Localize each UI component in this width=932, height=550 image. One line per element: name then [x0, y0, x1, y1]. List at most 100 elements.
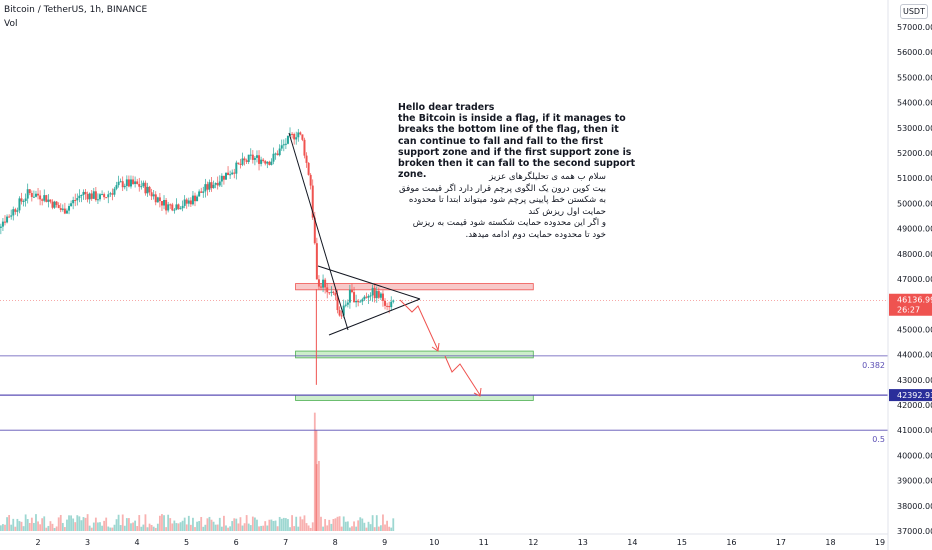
candle-body [392, 300, 395, 302]
candle-body [3, 221, 6, 223]
candle-body [90, 193, 93, 199]
zone-resistance[interactable] [295, 283, 534, 291]
symbol-title[interactable]: Bitcoin / TetherUS, 1h, BINANCE [4, 5, 148, 15]
volume-bar [235, 518, 238, 531]
candle-body [357, 300, 360, 303]
level-price-tag [889, 389, 932, 402]
candle-body [125, 179, 128, 186]
candle-body [59, 208, 62, 210]
candle-body [34, 193, 37, 197]
volume-bar [200, 516, 203, 531]
candle-body [381, 293, 384, 301]
volume-bar [245, 515, 248, 531]
candle-body [72, 199, 75, 204]
x-tick-label: 4 [135, 538, 140, 547]
volume-bar [37, 521, 39, 531]
candle-body [295, 137, 298, 140]
candle-body [293, 134, 296, 140]
volume-bar [161, 514, 163, 531]
volume-bar [175, 523, 178, 531]
candle-body [196, 196, 199, 202]
volume-bar [225, 525, 227, 531]
volume-bar [24, 514, 27, 531]
volume-bar [173, 520, 176, 531]
zone-support-1[interactable] [295, 350, 534, 359]
candle-body [332, 291, 335, 294]
candle-body [24, 198, 27, 201]
volume-bar [303, 515, 306, 531]
currency-button[interactable]: USDT [900, 4, 928, 19]
volume-bar [365, 527, 368, 531]
volume-bar [33, 522, 35, 531]
volume-bar [177, 523, 180, 531]
candle-body [136, 181, 139, 184]
candle-body [266, 161, 269, 164]
volume-bar [278, 516, 281, 531]
candle-body [22, 200, 25, 202]
candle-body [61, 208, 64, 210]
candle-body [20, 198, 23, 202]
volume-bar [342, 516, 345, 531]
y-tick-label: 47000.00 [897, 275, 932, 284]
candle-body [65, 210, 68, 214]
candle-body [18, 198, 21, 211]
volume-bar [187, 515, 190, 531]
candle-body [107, 194, 110, 198]
candle-body [148, 186, 151, 193]
volume-bar [150, 524, 153, 531]
volume-bar [97, 522, 99, 531]
candle-body [247, 154, 250, 162]
candle-body [80, 194, 83, 196]
volume-bar [379, 525, 382, 531]
candle-body [243, 158, 246, 161]
candle-body [191, 195, 194, 205]
candle-body [94, 191, 97, 201]
volume-bar [214, 524, 217, 531]
volume-bar [117, 514, 120, 531]
candle-body [245, 160, 248, 162]
volume-bar [206, 518, 209, 531]
y-tick-label: 45000.00 [897, 325, 932, 334]
candle-body [369, 295, 372, 297]
candle-body [222, 175, 225, 180]
volume-bar [148, 523, 151, 531]
volume-bar [218, 517, 221, 531]
volume-bar [189, 524, 192, 531]
candle-body [373, 287, 376, 299]
candle-body [70, 203, 73, 207]
volume-bar [297, 526, 300, 531]
candle-body [158, 197, 161, 202]
volume-bar [293, 526, 296, 531]
candle-body [206, 184, 209, 190]
volume-bar [78, 516, 81, 531]
zone-support-2[interactable] [295, 394, 534, 401]
volume-bar [26, 519, 29, 531]
candle-body [16, 210, 19, 212]
volume-bar [163, 515, 165, 531]
volume-bars [0, 412, 395, 531]
volume-bar [30, 517, 33, 531]
zones [295, 283, 534, 401]
candle-body [270, 161, 273, 165]
volume-bar [220, 526, 223, 531]
candle-body [218, 181, 221, 186]
candle-body [262, 159, 265, 162]
candle-body [146, 186, 149, 194]
volume-bar [146, 527, 149, 531]
x-tick-label: 5 [184, 538, 189, 547]
candle-body [123, 185, 126, 188]
volume-bar [227, 527, 229, 531]
volume-bar [20, 521, 23, 531]
volume-bar [130, 523, 132, 531]
volume-bar [185, 524, 188, 531]
candle-body [363, 296, 366, 300]
candle-body [235, 162, 238, 174]
volume-bar [41, 518, 44, 531]
candle-body [74, 199, 77, 201]
candle-body [171, 204, 174, 211]
volume-bar [194, 527, 196, 531]
volume-bar [241, 525, 244, 531]
candle-body [92, 191, 95, 199]
